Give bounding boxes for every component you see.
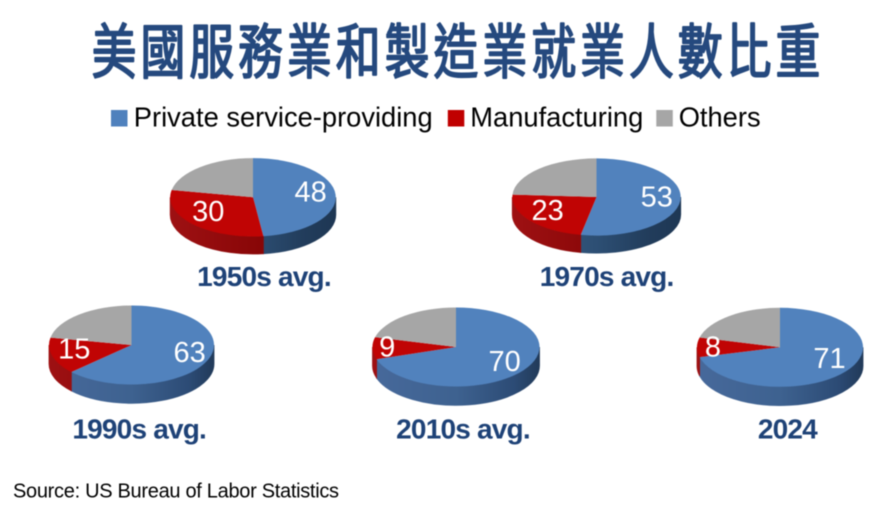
svg-text:71: 71	[813, 343, 845, 375]
svg-text:2010s avg.: 2010s avg.	[396, 414, 530, 445]
svg-text:Source: US Bureau of Labor Sta: Source: US Bureau of Labor Statistics	[13, 481, 339, 503]
svg-text:70: 70	[488, 346, 520, 378]
svg-text:53: 53	[641, 182, 673, 214]
svg-text:8: 8	[705, 332, 721, 364]
svg-text:48: 48	[294, 176, 326, 208]
svg-text:Private service-providing: Private service-providing	[134, 102, 433, 133]
svg-text:1950s avg.: 1950s avg.	[197, 261, 331, 292]
svg-text:1990s avg.: 1990s avg.	[72, 414, 206, 445]
svg-text:63: 63	[173, 337, 205, 369]
svg-text:Manufacturing: Manufacturing	[470, 102, 643, 133]
svg-text:30: 30	[192, 196, 224, 228]
svg-text:Others: Others	[679, 102, 761, 133]
svg-text:23: 23	[531, 195, 563, 227]
svg-text:2024: 2024	[758, 414, 818, 445]
svg-text:1970s avg.: 1970s avg.	[540, 261, 674, 292]
svg-text:9: 9	[379, 332, 395, 364]
svg-text:15: 15	[58, 334, 90, 366]
